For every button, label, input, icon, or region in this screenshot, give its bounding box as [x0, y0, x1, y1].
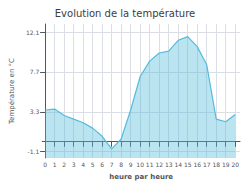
svg-text:16: 16: [193, 161, 201, 168]
svg-text:8: 8: [119, 161, 123, 168]
svg-text:15: 15: [184, 161, 192, 168]
svg-text:3.3: 3.3: [30, 108, 40, 115]
svg-text:1: 1: [53, 161, 57, 168]
svg-text:Température en °C: Température en °C: [8, 58, 16, 125]
svg-text:4: 4: [81, 161, 85, 168]
svg-text:6: 6: [100, 161, 104, 168]
svg-text:7.7: 7.7: [30, 68, 40, 75]
svg-text:18: 18: [212, 161, 220, 168]
svg-text:12.1: 12.1: [26, 29, 40, 36]
svg-text:10: 10: [136, 161, 144, 168]
svg-text:3: 3: [72, 161, 76, 168]
svg-text:11: 11: [146, 161, 154, 168]
svg-text:heure par heure: heure par heure: [109, 173, 173, 181]
svg-text:Evolution de la température: Evolution de la température: [55, 8, 195, 19]
svg-text:-1.1: -1.1: [28, 148, 40, 155]
svg-text:14: 14: [174, 161, 182, 168]
svg-text:0: 0: [43, 161, 47, 168]
svg-text:20: 20: [231, 161, 239, 168]
svg-text:5: 5: [91, 161, 95, 168]
svg-text:19: 19: [222, 161, 230, 168]
svg-text:12: 12: [155, 161, 163, 168]
svg-text:17: 17: [203, 161, 211, 168]
svg-text:2: 2: [62, 161, 66, 168]
svg-text:9: 9: [129, 161, 133, 168]
svg-text:7: 7: [110, 161, 114, 168]
svg-text:13: 13: [165, 161, 173, 168]
